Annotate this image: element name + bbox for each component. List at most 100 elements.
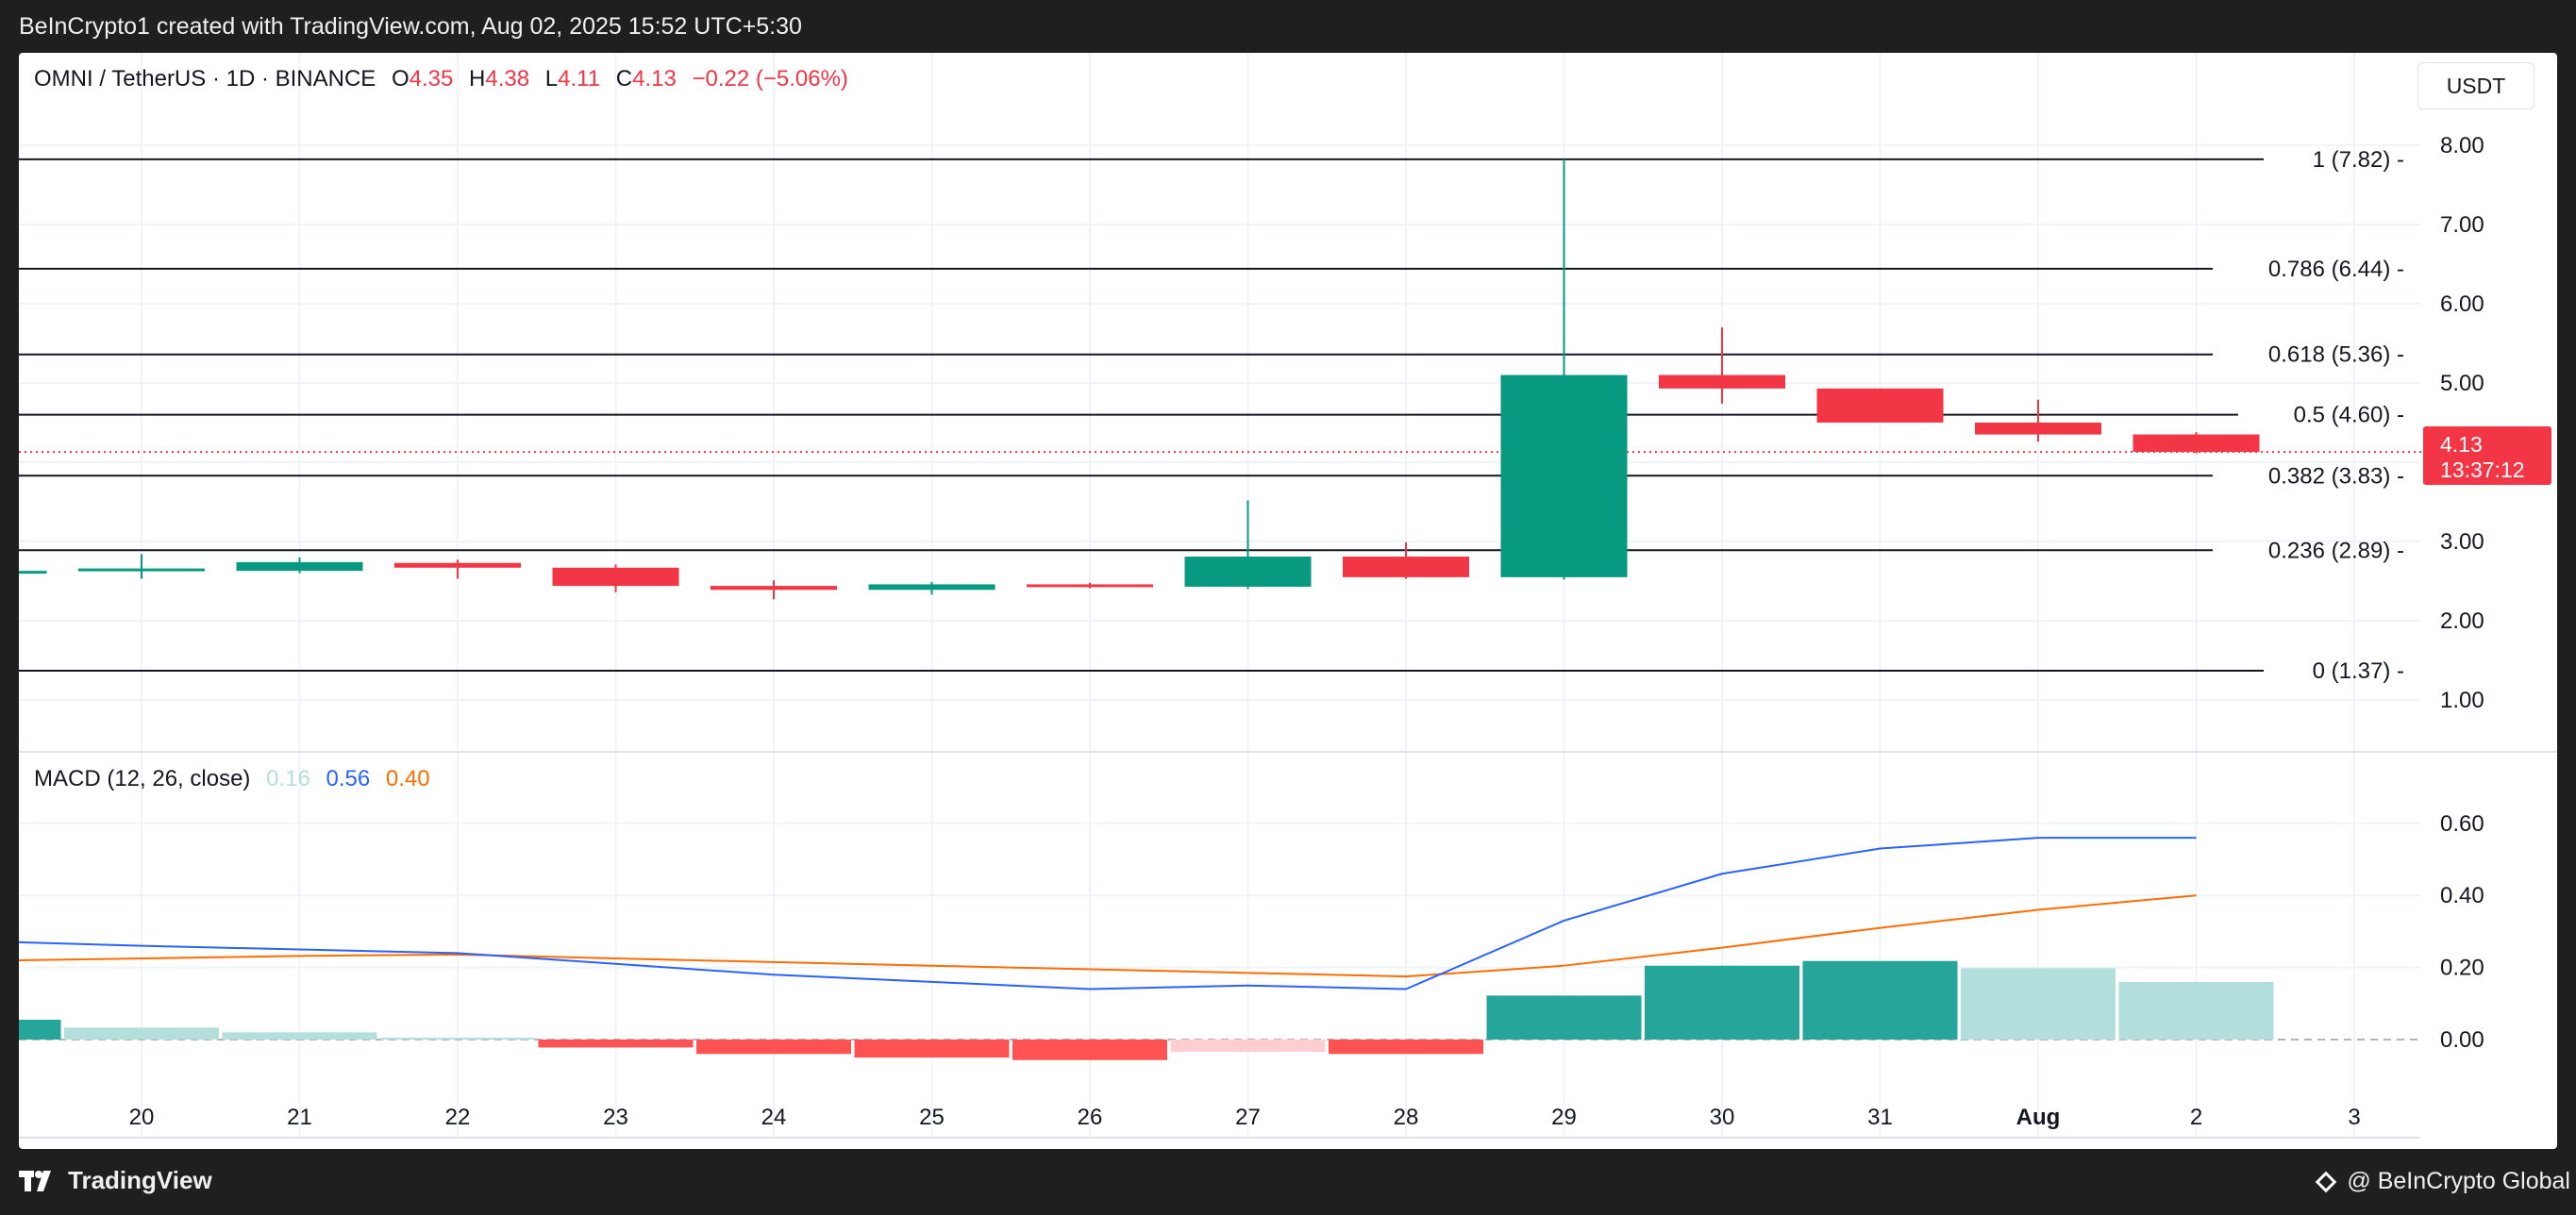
candle-body[interactable] (78, 568, 205, 572)
macd-histogram-bar[interactable] (380, 1038, 535, 1040)
fib-retracement[interactable]: 1 (7.82) - 0.786 (6.44) - 0.618 (5.36) - 0.… (19, 147, 2404, 684)
time-axis[interactable]: 20 21 22 23 24 25 26 27 28 29 30 31 Aug 2 3 (19, 1105, 2420, 1139)
macd-histogram-bar[interactable] (222, 1032, 377, 1040)
fib-level-label: 0 (1.37) - (2313, 658, 2404, 684)
macd-label[interactable]: MACD (12, 26, close) (34, 766, 251, 791)
last-price-tag: 4.13 13:37:12 (2423, 426, 2551, 485)
macd-axis-tick: 0.00 (2440, 1027, 2484, 1053)
symbol-name[interactable]: OMNI / TetherUS · 1D · BINANCE (34, 66, 376, 92)
macd-histogram-bar[interactable] (1486, 995, 1642, 1040)
beincrypto-icon (2316, 1171, 2337, 1192)
price-axis-tick: 5.00 (2440, 371, 2484, 396)
time-axis-tick: 25 (919, 1105, 945, 1130)
macd-line[interactable] (19, 837, 2197, 990)
macd-signal-line[interactable] (19, 894, 2197, 978)
macd-histogram-bar[interactable] (1329, 1040, 1483, 1055)
macd-histogram-bar[interactable] (1012, 1040, 1167, 1060)
price-axis-tick: 2.00 (2440, 608, 2484, 634)
change-value: −0.22 (−5.06%) (692, 66, 848, 92)
last-price-value: 4.13 (2440, 432, 2483, 457)
tradingview-logo[interactable]: TradingView (19, 1166, 212, 1195)
time-axis-tick: Aug (2016, 1105, 2061, 1130)
candle-body[interactable] (1500, 374, 1628, 577)
last-price-tag-bg (2423, 426, 2551, 485)
fib-level-label: 1 (7.82) - (2313, 147, 2404, 173)
price-axis[interactable]: 8.007.006.005.004.003.002.001.000.600.40… (2440, 133, 2484, 1053)
candle-body[interactable] (711, 586, 837, 591)
candle-body[interactable] (19, 571, 47, 574)
time-axis-tick: 23 (603, 1105, 628, 1130)
time-axis-tick: 31 (1867, 1105, 1893, 1130)
credit-text: @ BeInCrypto Global (2347, 1168, 2570, 1194)
price-axis-tick: 6.00 (2440, 291, 2484, 317)
chart-panel[interactable]: 1 (7.82) - 0.786 (6.44) - 0.618 (5.36) - 0.… (19, 53, 2557, 1149)
fib-level-label: 0.786 (6.44) - (2268, 257, 2404, 282)
high-label: H (469, 66, 486, 92)
price-axis-tick: 3.00 (2440, 529, 2484, 555)
candle-body[interactable] (1343, 557, 1469, 577)
macd-histogram-bar[interactable] (19, 1019, 61, 1040)
macd-legend[interactable]: MACD (12, 26, close) 0.16 0.56 0.40 (34, 766, 430, 792)
time-axis-tick: 2 (2190, 1105, 2202, 1130)
macd-signal-value: 0.40 (385, 766, 430, 791)
time-axis-tick: 3 (2348, 1105, 2360, 1130)
credit: @ BeInCrypto Global (2316, 1168, 2570, 1195)
macd-histogram-bar[interactable] (1170, 1040, 1326, 1052)
candle-body[interactable] (1027, 584, 1153, 588)
candle-body[interactable] (868, 584, 995, 591)
macd-histogram-bar[interactable] (1802, 960, 1958, 1040)
time-axis-tick: 24 (761, 1105, 787, 1130)
macd-hist-value: 0.16 (266, 766, 310, 791)
macd-histogram-bar[interactable] (696, 1040, 851, 1055)
price-axis-tick: 8.00 (2440, 133, 2484, 158)
low-label: L (544, 66, 559, 92)
time-axis-tick: 27 (1235, 1105, 1261, 1130)
footer-bar: TradingView @ BeInCrypto Global (0, 1149, 2576, 1215)
macd-histogram-bar[interactable] (2118, 981, 2274, 1040)
low-value: 4.11 (558, 66, 601, 92)
close-value: 4.13 (632, 66, 677, 92)
macd-histogram-bar[interactable] (538, 1040, 694, 1048)
grid (19, 53, 2420, 1138)
macd-axis-tick: 0.40 (2440, 883, 2484, 908)
candle-body[interactable] (2133, 434, 2260, 453)
time-axis-tick: 28 (1394, 1105, 1419, 1130)
symbol-legend[interactable]: OMNI / TetherUS · 1D · BINANCE O4.35 H4.… (34, 66, 848, 92)
open-label: O (391, 66, 410, 92)
high-value: 4.38 (485, 66, 530, 92)
macd-histogram-bar[interactable] (854, 1040, 1010, 1058)
candlestick-series[interactable] (19, 158, 2260, 600)
macd-axis-tick: 0.60 (2440, 811, 2484, 837)
tradingview-logo-icon (19, 1170, 51, 1191)
time-axis-tick: 26 (1078, 1105, 1103, 1130)
currency-button[interactable]: USDT (2417, 62, 2534, 109)
time-axis-tick: 30 (1710, 1105, 1735, 1130)
price-axis-tick: 7.00 (2440, 212, 2484, 238)
macd-histogram-bar[interactable] (64, 1027, 219, 1040)
time-axis-tick: 21 (287, 1105, 312, 1130)
candle-body[interactable] (394, 562, 521, 568)
attribution-bar: BeInCrypto1 created with TradingView.com… (0, 0, 2576, 53)
tradingview-brand: TradingView (68, 1166, 212, 1194)
macd-pane[interactable] (19, 837, 2420, 1060)
chart-svg[interactable]: 1 (7.82) - 0.786 (6.44) - 0.618 (5.36) - 0.… (19, 53, 2557, 1149)
open-value: 4.35 (409, 66, 454, 92)
candle-body[interactable] (1184, 557, 1312, 587)
candle-body[interactable] (236, 561, 363, 572)
candle-body[interactable] (1816, 388, 1944, 423)
candle-body[interactable] (1975, 422, 2101, 435)
fib-level-label: 0.618 (5.36) - (2268, 342, 2404, 368)
macd-histogram-bar[interactable] (1961, 968, 2116, 1040)
candle-body[interactable] (552, 567, 679, 587)
last-price-countdown: 13:37:12 (2440, 458, 2525, 482)
time-axis-tick: 20 (129, 1105, 155, 1130)
macd-histogram-bar[interactable] (1645, 965, 1799, 1040)
fib-level-label: 0.382 (3.83) - (2268, 463, 2404, 489)
fib-level-label: 0.236 (2.89) - (2268, 538, 2404, 563)
attribution-text: BeInCrypto1 created with TradingView.com… (19, 12, 802, 40)
macd-axis-tick: 0.20 (2440, 956, 2484, 981)
price-axis-tick: 1.00 (2440, 688, 2484, 713)
fib-level-label: 0.5 (4.60) - (2294, 403, 2404, 428)
time-axis-tick: 29 (1551, 1105, 1577, 1130)
candle-body[interactable] (1659, 374, 1785, 389)
